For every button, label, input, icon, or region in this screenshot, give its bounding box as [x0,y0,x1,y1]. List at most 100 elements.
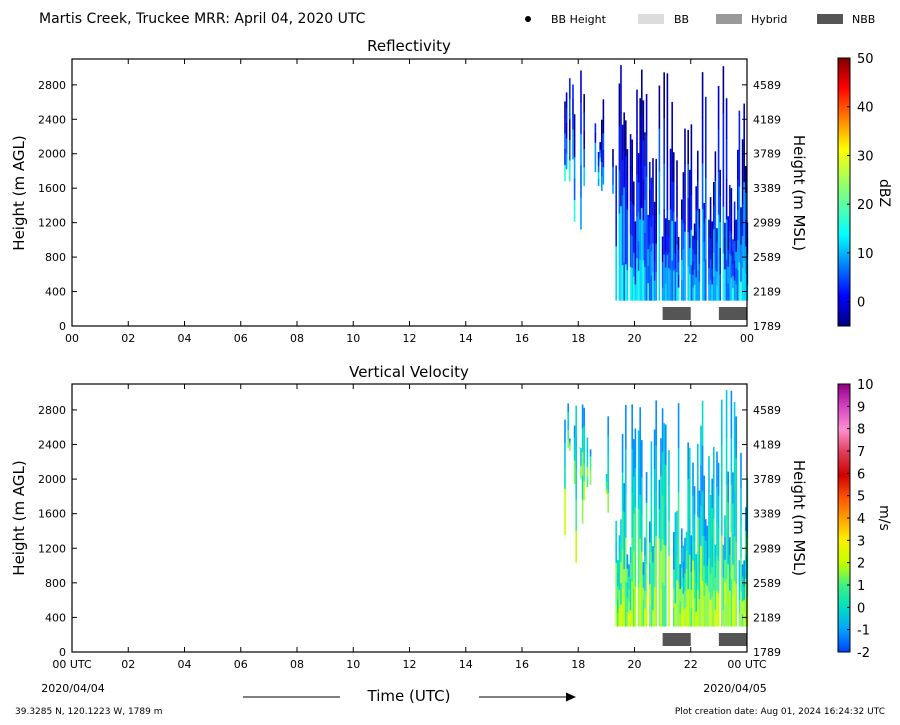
radar-return-cell [644,266,646,301]
radar-return-cell [701,254,704,301]
radar-return-cell [727,249,729,268]
reflectivity-colorbar-label: dBZ [876,179,892,207]
radar-return-cell [680,567,683,588]
radar-return-cell [740,452,742,488]
location-label: 39.3285 N, 120.1223 W, 1789 m [15,707,163,717]
radar-return-cell [711,268,713,285]
radar-return-cell [714,270,717,301]
radar-return-cell [738,599,741,614]
radar-return-cell [666,164,669,210]
x-tick-label: 20 [628,332,642,345]
radar-return-cell [672,607,675,627]
radar-return-cell [736,149,739,181]
radar-return-cell [640,477,643,515]
radar-return-cell [648,584,651,606]
radar-return-cell [677,581,680,627]
radar-return-cell [688,248,691,275]
radar-return-cell [744,578,747,603]
radar-return-cell [666,73,669,120]
radar-return-cell [631,139,633,173]
radar-return-cell [616,586,619,601]
radar-return-cell [628,564,630,578]
radar-return-cell [708,490,710,525]
radar-return-cell [672,270,675,301]
radar-return-cell [612,175,614,185]
radar-return-cell [642,574,645,589]
radar-return-cell [672,152,675,183]
radar-return-cell [738,612,741,627]
nbb-bar [662,633,691,646]
radar-return-cell [668,590,670,627]
radar-return-cell [639,538,641,583]
radar-return-cell [634,284,637,301]
radar-return-cell [618,213,621,258]
radar-return-cell [594,123,597,134]
radar-return-cell [648,272,651,301]
radar-return-cell [669,178,672,210]
radar-return-cell [642,140,645,181]
radar-return-cell [696,150,699,182]
legend-nbb-swatch [817,14,843,24]
colorbar-tick-label: 50 [857,52,874,67]
radar-return-cell [674,284,677,301]
radar-return-cell [647,266,649,284]
radar-return-cell [628,613,630,627]
radar-return-cell [677,536,680,583]
radar-return-cell [722,159,725,208]
radar-return-cell [658,479,661,510]
radar-return-cell [711,284,713,301]
radar-return-cell [720,444,723,491]
radar-return-cell [618,126,621,171]
radar-return-cell [607,435,609,456]
radar-return-cell [621,124,624,161]
radar-return-cell [725,219,728,261]
radar-return-cell [728,537,731,556]
radar-return-cell [674,557,677,582]
radar-return-cell [738,110,741,150]
radar-return-cell [644,537,646,556]
velocity-colorbar-ticks: -2 -1 0 1 2 3 4 5 6 7 8 9 10 [847,378,874,661]
radar-return-cell [687,552,689,590]
radar-return-cell [684,162,686,198]
radar-return-cell [714,577,717,595]
radar-return-cell [728,555,731,574]
radar-return-cell [690,571,693,591]
radar-return-cell [565,138,568,155]
radar-return-cell [698,544,701,573]
radar-return-cell [616,560,619,574]
radar-return-cell [722,253,725,301]
radar-return-cell [615,165,617,193]
radar-return-cell [695,611,697,627]
radar-return-cell [685,550,688,570]
reflectivity-data [564,65,749,301]
radar-return-cell [658,171,661,215]
radar-return-cell [709,599,712,627]
radar-return-cell [663,163,665,210]
legend-hybrid-label: Hybrid [751,13,787,26]
x-tick-label: 00 [65,332,79,345]
radar-return-cell [640,161,643,209]
radar-return-cell [658,567,661,598]
y-tick-label: 0 [59,320,66,333]
radar-return-cell [664,218,667,236]
radar-return-cell [648,521,651,543]
radar-return-cell [703,565,705,597]
radar-return-cell [688,554,691,591]
radar-return-cell [637,547,640,588]
radar-return-cell [685,588,688,608]
velocity-y-axis: 0 400 800 1200 1600 2000 2400 2800 [38,404,77,659]
y-tick-label: 1200 [38,542,66,555]
radar-return-cell [586,466,589,478]
radar-return-cell [700,505,702,547]
radar-return-cell [580,70,582,103]
radar-return-cell [648,217,651,246]
radar-return-cell [568,445,571,449]
radar-return-cell [672,569,675,589]
radar-return-cell [594,152,597,163]
radar-return-cell [589,470,592,478]
radar-return-cell [636,131,638,175]
radar-return-cell [692,462,694,496]
radar-return-cell [572,129,574,145]
radar-return-cell [669,148,672,180]
radar-return-cell [668,450,670,486]
